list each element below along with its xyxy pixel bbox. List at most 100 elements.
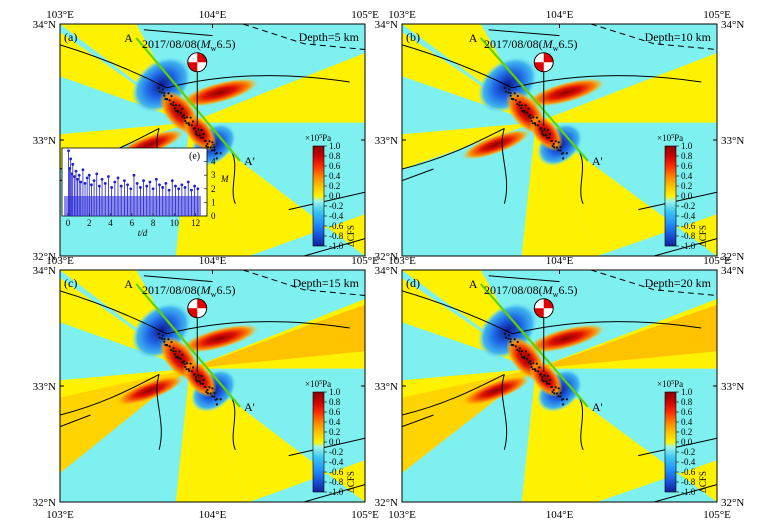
aftershock-dot [196, 134, 199, 137]
x-tick-bottom: 103°E [46, 509, 74, 521]
focal-mechanism-beachball [533, 52, 554, 73]
colorbar: ×105Pa1.00.80.60.40.20.0-0.2-0.4-0.6-0.8… [305, 379, 356, 497]
aftershock-dot [565, 398, 568, 401]
colorbar-tick-label: 0.6 [681, 161, 693, 171]
colorbar-tick-label: -0.6 [329, 221, 344, 231]
event-label: 2017/08/08(Mw6.5) [142, 283, 235, 299]
x-tick-bottom: 104°E [199, 509, 227, 521]
inset-point [180, 183, 184, 187]
fault-line [653, 238, 717, 256]
aftershock-dot [542, 380, 545, 383]
profile-end-label: A' [244, 400, 255, 414]
positive-sector [189, 304, 365, 369]
colorbar-tick-label: -0.8 [681, 231, 696, 241]
inset-point [122, 179, 126, 183]
y-tick: 34°N [33, 19, 56, 31]
aftershock-dot [170, 348, 173, 352]
aftershock-dot [161, 88, 164, 91]
aftershock-dot [531, 368, 534, 371]
aftershock-dot [219, 152, 222, 155]
colorbar-label: ΔCFS [346, 225, 356, 247]
beachball-quadrant [187, 308, 198, 318]
colorbar-tick-label: 0.2 [329, 427, 340, 437]
aftershock-dot [214, 152, 217, 155]
colorbar-tick-label: 0.2 [329, 181, 340, 191]
fault-line [402, 44, 513, 89]
aftershock-dot [521, 109, 524, 113]
aftershock-dot [551, 390, 554, 394]
y-tick: 33°N [375, 381, 398, 393]
fault-line [653, 484, 717, 502]
aftershock-dot [181, 353, 184, 356]
beachball-outline [187, 52, 208, 73]
aftershock-dot [196, 380, 199, 383]
aftershock-dot [548, 379, 552, 382]
aftershock-dot [174, 104, 177, 107]
y-tick: 33°N [33, 381, 56, 393]
aftershock-dot [548, 382, 551, 386]
fault-traces [402, 24, 717, 256]
aftershock-cluster [157, 332, 222, 406]
aftershock-dot [524, 350, 527, 353]
x-tick-bottom: 103°E [388, 509, 416, 521]
aftershock-dot [530, 365, 533, 369]
inset-point [142, 179, 145, 183]
aftershock-dot [533, 368, 537, 371]
inset-x-tick-label: 0 [66, 218, 71, 228]
colorbar-unit: ×105Pa [305, 133, 331, 143]
aftershock-dot [536, 370, 540, 373]
colorbar-tick-label: -0.6 [329, 467, 344, 477]
aftershock-dot [559, 149, 562, 152]
beachball-outline [187, 298, 208, 319]
aftershock-dot [562, 157, 565, 160]
aftershock-dot [531, 122, 534, 125]
event-label: 2017/08/08(Mw6.5) [484, 37, 577, 53]
aftershock-dot [538, 366, 541, 369]
colorbar-tick-label: -0.8 [681, 477, 696, 487]
fault-line [60, 44, 167, 89]
aftershock-dot [538, 120, 541, 123]
colorbar-tick-label: 0.2 [681, 427, 692, 437]
positive-sector [402, 368, 536, 473]
aftershock-dot [168, 99, 171, 102]
inset-point [129, 187, 133, 191]
aftershock-dot [206, 392, 210, 395]
aftershock-dot [163, 340, 166, 343]
x-tick-top: 103°E [46, 9, 74, 21]
aftershock-dot [527, 361, 530, 364]
inset-y-tick-label: 0 [211, 211, 216, 221]
inset-point [186, 180, 190, 184]
aftershock-dot [197, 374, 200, 377]
colorbar-tick-label: 0.0 [681, 191, 693, 201]
y-tick: 32°N [33, 497, 56, 509]
profile-line [479, 37, 589, 162]
inset-x-tick-label: 12 [191, 218, 200, 228]
aftershock-dot [163, 338, 166, 341]
aftershock-dot [507, 91, 510, 94]
positive-sector [60, 270, 190, 369]
fault-line-dashed [590, 24, 717, 51]
aftershock-dot [552, 142, 555, 146]
aftershock-dot [206, 146, 210, 149]
aftershock-dot [170, 94, 173, 98]
stress-field [402, 24, 717, 256]
x-tick-top: 105°E [703, 9, 731, 21]
positive-lobe [529, 114, 563, 152]
aftershock-dot [168, 345, 171, 348]
positive-lobe [180, 324, 259, 353]
colorbar-scale [664, 145, 677, 247]
beachball-quadrant [543, 52, 554, 63]
aftershock-dot [559, 395, 562, 398]
aftershock-dot [208, 140, 211, 143]
aftershock-dot [173, 107, 176, 110]
fault-line [143, 275, 213, 283]
y-tick: 34°N [375, 19, 398, 31]
aftershock-dot [182, 360, 186, 363]
inset-x-tick-label: 2 [87, 218, 92, 228]
beachball-quadrant [197, 298, 207, 309]
colorbar-tick-label: -0.4 [329, 457, 344, 467]
colorbar-tick-label: 0.6 [329, 161, 341, 171]
aftershock-dot [172, 101, 175, 104]
